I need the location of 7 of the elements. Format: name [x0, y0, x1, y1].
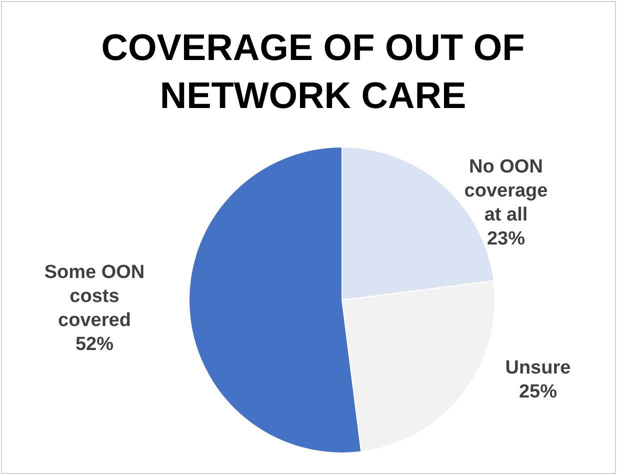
data-label: 52% [75, 334, 114, 356]
data-label: 23% [486, 228, 526, 250]
slice-label: No OON coverage at all [464, 156, 548, 226]
slice-label: Unsure [505, 358, 571, 379]
data-label: 25% [518, 382, 558, 403]
slice-label: Some OON costs covered [44, 262, 145, 332]
chart-title: COVERAGE OF OUT OF NETWORK CARE [101, 27, 525, 116]
